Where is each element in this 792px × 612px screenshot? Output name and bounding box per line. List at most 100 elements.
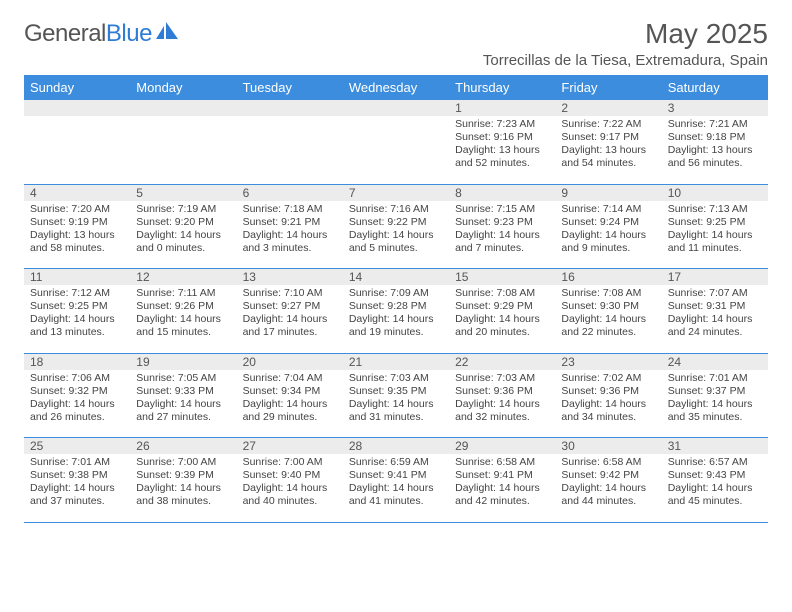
day-info-line: Daylight: 14 hours	[136, 229, 230, 242]
daynum-cell: 11	[24, 269, 130, 286]
day-info-line: Daylight: 14 hours	[136, 398, 230, 411]
day-body-cell: Sunrise: 7:19 AMSunset: 9:20 PMDaylight:…	[130, 201, 236, 269]
day-info-line: Sunset: 9:31 PM	[668, 300, 762, 313]
day-number: 1	[455, 102, 549, 114]
daynum-cell: 17	[662, 269, 768, 286]
day-body-cell: Sunrise: 7:15 AMSunset: 9:23 PMDaylight:…	[449, 201, 555, 269]
day-info-line: Sunrise: 7:01 AM	[30, 456, 124, 469]
day-body-cell: Sunrise: 7:00 AMSunset: 9:39 PMDaylight:…	[130, 454, 236, 522]
day-info-line: Sunset: 9:21 PM	[243, 216, 337, 229]
daynum-row: 123	[24, 100, 768, 116]
daynum-cell: 28	[343, 438, 449, 455]
day-info-line: and 24 minutes.	[668, 326, 762, 339]
daynum-cell: 26	[130, 438, 236, 455]
day-number: 27	[243, 440, 337, 452]
daynum-cell: 23	[555, 353, 661, 370]
day-info-line: Daylight: 14 hours	[561, 313, 655, 326]
body-row: Sunrise: 7:12 AMSunset: 9:25 PMDaylight:…	[24, 285, 768, 353]
daynum-cell: 18	[24, 353, 130, 370]
day-body-cell: Sunrise: 6:59 AMSunset: 9:41 PMDaylight:…	[343, 454, 449, 522]
day-info-line: Daylight: 14 hours	[30, 313, 124, 326]
day-info-line: Sunset: 9:36 PM	[561, 385, 655, 398]
day-header-cell: Sunday	[24, 75, 130, 100]
day-body-cell: Sunrise: 6:57 AMSunset: 9:43 PMDaylight:…	[662, 454, 768, 522]
daynum-cell: 3	[662, 100, 768, 116]
day-header-cell: Tuesday	[237, 75, 343, 100]
header-row: GeneralBlue May 2025	[24, 18, 768, 50]
brand-logo: GeneralBlue	[24, 20, 180, 48]
brand-general: General	[24, 20, 106, 47]
day-info-line: Sunrise: 7:13 AM	[668, 203, 762, 216]
day-info-line: and 29 minutes.	[243, 411, 337, 424]
day-info-line: Sunset: 9:24 PM	[561, 216, 655, 229]
daynum-cell	[237, 100, 343, 116]
day-info-line: Sunrise: 7:16 AM	[349, 203, 443, 216]
day-info-line: Sunrise: 7:07 AM	[668, 287, 762, 300]
day-info: Sunrise: 7:09 AMSunset: 9:28 PMDaylight:…	[349, 287, 443, 340]
day-info: Sunrise: 7:07 AMSunset: 9:31 PMDaylight:…	[668, 287, 762, 340]
day-number: 30	[561, 440, 655, 452]
calendar-table: SundayMondayTuesdayWednesdayThursdayFrid…	[24, 75, 768, 523]
day-body-cell: Sunrise: 7:14 AMSunset: 9:24 PMDaylight:…	[555, 201, 661, 269]
day-number: 29	[455, 440, 549, 452]
day-info-line: Sunset: 9:29 PM	[455, 300, 549, 313]
day-info-line: Sunrise: 7:11 AM	[136, 287, 230, 300]
day-body-cell: Sunrise: 7:21 AMSunset: 9:18 PMDaylight:…	[662, 116, 768, 184]
day-info-line: Daylight: 14 hours	[243, 482, 337, 495]
daynum-cell: 25	[24, 438, 130, 455]
day-body-cell: Sunrise: 7:08 AMSunset: 9:29 PMDaylight:…	[449, 285, 555, 353]
day-info-line: Sunset: 9:26 PM	[136, 300, 230, 313]
day-number: 26	[136, 440, 230, 452]
day-info: Sunrise: 6:59 AMSunset: 9:41 PMDaylight:…	[349, 456, 443, 509]
day-info-line: Sunrise: 7:22 AM	[561, 118, 655, 131]
day-info-line: Sunrise: 6:58 AM	[455, 456, 549, 469]
day-number: 28	[349, 440, 443, 452]
daynum-cell: 6	[237, 184, 343, 201]
day-info-line: Sunrise: 7:04 AM	[243, 372, 337, 385]
day-info-line: Sunrise: 6:59 AM	[349, 456, 443, 469]
day-info: Sunrise: 7:22 AMSunset: 9:17 PMDaylight:…	[561, 118, 655, 171]
day-info-line: Sunset: 9:25 PM	[30, 300, 124, 313]
day-info-line: and 37 minutes.	[30, 495, 124, 508]
day-body-cell: Sunrise: 7:22 AMSunset: 9:17 PMDaylight:…	[555, 116, 661, 184]
day-info-line: Sunset: 9:20 PM	[136, 216, 230, 229]
day-info-line: and 27 minutes.	[136, 411, 230, 424]
day-info-line: Daylight: 14 hours	[668, 313, 762, 326]
day-header-row: SundayMondayTuesdayWednesdayThursdayFrid…	[24, 75, 768, 100]
day-info-line: Sunrise: 7:00 AM	[136, 456, 230, 469]
day-info-line: Sunset: 9:17 PM	[561, 131, 655, 144]
calendar-week: 123Sunrise: 7:23 AMSunset: 9:16 PMDaylig…	[24, 100, 768, 184]
day-header-cell: Thursday	[449, 75, 555, 100]
day-info-line: and 32 minutes.	[455, 411, 549, 424]
day-body-cell: Sunrise: 7:13 AMSunset: 9:25 PMDaylight:…	[662, 201, 768, 269]
day-info-line: Sunrise: 6:57 AM	[668, 456, 762, 469]
day-info: Sunrise: 7:13 AMSunset: 9:25 PMDaylight:…	[668, 203, 762, 256]
calendar-week: 18192021222324Sunrise: 7:06 AMSunset: 9:…	[24, 353, 768, 438]
daynum-cell: 4	[24, 184, 130, 201]
day-info-line: Daylight: 14 hours	[243, 313, 337, 326]
day-number: 11	[30, 271, 124, 283]
day-info-line: and 45 minutes.	[668, 495, 762, 508]
day-info-line: Sunrise: 7:06 AM	[30, 372, 124, 385]
day-info-line: Sunset: 9:38 PM	[30, 469, 124, 482]
day-info-line: and 34 minutes.	[561, 411, 655, 424]
day-number: 16	[561, 271, 655, 283]
day-info-line: Sunset: 9:16 PM	[455, 131, 549, 144]
day-info-line: Sunrise: 7:00 AM	[243, 456, 337, 469]
day-info: Sunrise: 7:03 AMSunset: 9:35 PMDaylight:…	[349, 372, 443, 425]
day-info-line: Sunrise: 7:03 AM	[455, 372, 549, 385]
daynum-cell: 1	[449, 100, 555, 116]
day-body-cell: Sunrise: 7:05 AMSunset: 9:33 PMDaylight:…	[130, 370, 236, 438]
day-info: Sunrise: 7:02 AMSunset: 9:36 PMDaylight:…	[561, 372, 655, 425]
day-info-line: Daylight: 14 hours	[243, 229, 337, 242]
logo-sails-icon	[154, 21, 180, 41]
daynum-cell: 12	[130, 269, 236, 286]
day-body-cell: Sunrise: 7:08 AMSunset: 9:30 PMDaylight:…	[555, 285, 661, 353]
daynum-cell: 21	[343, 353, 449, 370]
day-number: 8	[455, 187, 549, 199]
daynum-row: 11121314151617	[24, 269, 768, 286]
daynum-row: 45678910	[24, 184, 768, 201]
day-info-line: Sunset: 9:36 PM	[455, 385, 549, 398]
daynum-cell: 29	[449, 438, 555, 455]
day-info-line: Sunrise: 7:08 AM	[455, 287, 549, 300]
